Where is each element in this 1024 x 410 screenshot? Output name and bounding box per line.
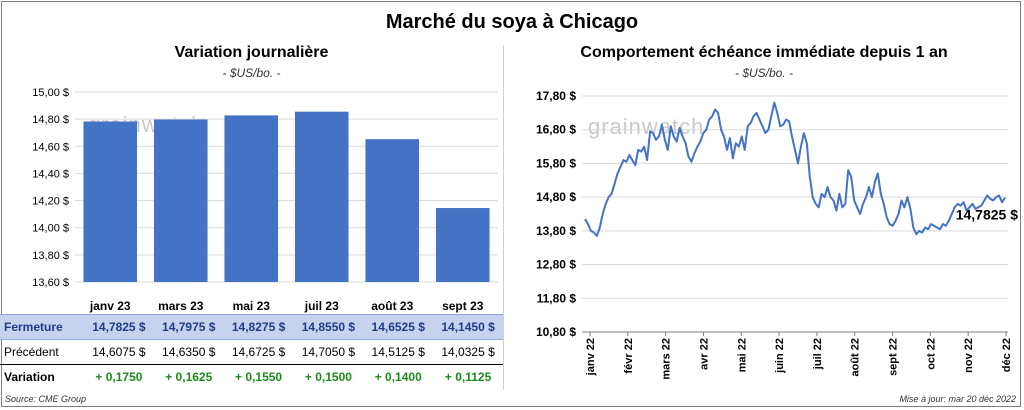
right-chart-unit: - $US/bo. - [734,66,794,80]
x-tick-label: janv 22 [585,338,597,376]
x-tick-label: sept 23 [442,299,484,313]
page-title: Marché du soya à Chicago [385,11,639,33]
line-chart: 17,80 $ 16,80 $ 15,80 $ 14,80 $ 13,80 $ 12,80… [536,89,1018,380]
y-tick-label: 14,60 $ [32,141,69,153]
var-cell: + 0,1500 [304,370,352,384]
bar [83,121,138,282]
x-tick-label: mai 23 [233,299,271,313]
price-line [584,101,1006,237]
var-cell: + 0,1750 [95,370,143,384]
close-cell: 14,7825 $ [84,314,154,340]
close-cell: 14,6525 $ [363,314,434,340]
y-tick-label: 13,60 $ [32,277,69,289]
prev-cell: 14,6350 $ [153,339,224,365]
right-chart-title: Comportement échéance immédiate depuis 1… [580,44,948,61]
bar-chart: 15,00 $ 14,80 $ 14,60 $ 14,40 $ 14,20 $ 14,00… [32,87,498,313]
prev-cell: 14,5125 $ [363,339,434,365]
x-tick-label: juil 22 [812,338,824,370]
x-tick-label: déc 22 [1001,338,1013,372]
close-cell: 14,1450 $ [433,314,503,340]
var-cell: + 0,1625 [165,370,213,384]
y-tick-label: 14,80 $ [536,190,576,204]
x-tick-label: oct 22 [925,338,937,370]
update-note: Mise à jour: mar 20 déc 2022 [899,394,1016,404]
x-tick-label: janv 23 [89,299,131,313]
var-cell: + 0,1400 [374,370,422,384]
x-tick-label: mai 22 [736,338,748,372]
row-label-close: Fermeture [0,314,84,340]
y-tick-label: 14,40 $ [32,168,69,180]
x-tick-label: août 23 [371,299,413,313]
y-tick-label: 12,80 $ [536,258,576,272]
y-tick-label: 14,00 $ [32,223,69,235]
y-tick-label: 17,80 $ [536,89,576,103]
prev-cell: 14,7050 $ [293,339,364,365]
x-tick-label: juil 23 [304,299,339,313]
x-tick-label: avr 22 [698,338,710,370]
bar [153,119,208,282]
x-tick-label: nov 22 [963,338,975,373]
prev-cell: 14,0325 $ [433,339,503,365]
x-tick-label: juin 22 [774,338,786,374]
bar [224,115,279,283]
y-tick-label: 14,80 $ [32,114,69,126]
left-chart-title: Variation journalière [174,44,329,61]
x-tick-label: sept 22 [888,338,900,376]
y-tick-label: 11,80 $ [537,291,577,305]
bar [435,208,490,282]
bar [365,139,420,282]
table-row-close: Fermeture 14,7825 $ 14,7975 $ 14,8275 $ … [0,314,503,340]
right-watermark: grainwatch [588,114,705,139]
prev-cell: 14,6075 $ [84,339,154,365]
x-tick-label: mars 23 [158,299,204,313]
x-tick-label: févr 22 [623,338,635,373]
source-note: Source: CME Group [5,394,87,404]
table-row-prev: Précédent 14,6075 $ 14,6350 $ 14,6725 $ … [0,339,503,365]
var-cell: + 0,1550 [235,370,283,384]
close-cell: 14,8275 $ [223,314,294,340]
prev-cell: 14,6725 $ [223,339,294,365]
y-tick-label: 13,80 $ [536,224,576,238]
last-value-label: 14,7825 $ [956,207,1018,223]
contract-table: Fermeture 14,7825 $ 14,7975 $ 14,8275 $ … [0,314,503,389]
y-tick-label: 16,80 $ [536,123,576,137]
table-row-var: Variation + 0,1750 + 0,1625 + 0,1550 + 0… [0,365,503,390]
var-cell: + 0,1125 [444,370,492,384]
row-label-prev: Précédent [0,339,84,365]
left-chart-unit: - $US/bo. - [222,66,281,80]
y-tick-label: 15,80 $ [536,156,576,170]
x-tick-label: mars 22 [661,338,673,380]
y-tick-label: 14,20 $ [32,196,69,208]
bar [294,111,349,282]
row-label-var: Variation [4,370,55,384]
panel-divider [503,45,504,390]
x-tick-label: août 22 [850,338,862,377]
y-tick-label: 10,80 $ [536,325,576,339]
close-cell: 14,8550 $ [293,314,364,340]
y-tick-label: 13,80 $ [32,250,69,262]
y-tick-label: 15,00 $ [32,87,69,99]
close-cell: 14,7975 $ [153,314,224,340]
